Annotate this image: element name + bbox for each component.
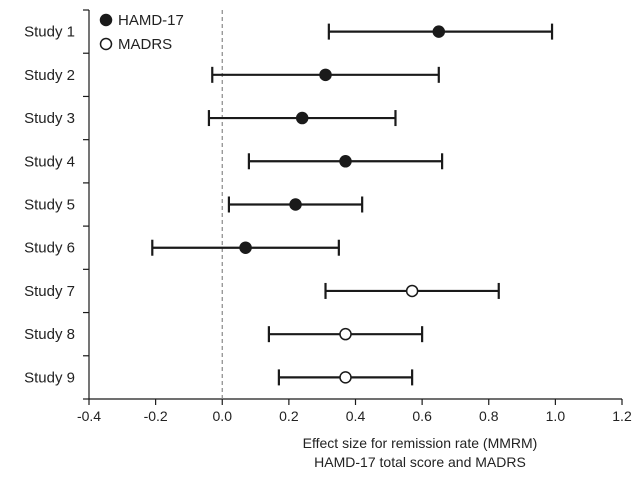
x-tick-label: 0.4 [346,408,366,424]
legend-label-madrs: MADRS [118,36,172,53]
point-estimate-hamd17 [432,25,446,38]
x-tick-label: 1.0 [546,408,566,424]
study-label: Study 7 [24,283,75,300]
study-label: Study 1 [24,24,75,41]
x-tick-label: 0.8 [479,408,499,424]
study-label: Study 2 [24,67,75,84]
point-estimate-hamd17 [289,198,302,211]
plot-area: -0.4 -0.2 0.0 0.2 0.4 0.6 0.8 1.0 1.2 Study 1 Stud… [24,9,632,424]
legend-marker-madrs [99,37,113,51]
point-estimate-hamd17 [339,155,352,168]
point-estimate-hamd17 [295,111,309,125]
point-estimate-madrs [339,371,352,384]
legend-label-hamd17: HAMD-17 [118,12,184,29]
legend: HAMD-17 MADRS [99,12,184,53]
study-label: Study 6 [24,240,75,257]
x-tick-label: 0.0 [213,408,233,424]
legend-marker-hamd17 [99,13,113,27]
x-tick-label: -0.4 [77,408,101,424]
x-tick-label: 1.2 [612,408,632,424]
point-estimate-madrs [405,284,419,298]
x-axis-label-line-2: HAMD-17 total score and MADRS [314,454,526,470]
x-tick-label: -0.2 [144,408,168,424]
study-label: Study 5 [24,197,75,214]
point-estimate-hamd17 [239,241,252,254]
point-estimate-madrs [339,327,352,341]
study-label: Study 4 [24,153,75,170]
x-tick-label: 0.2 [279,408,299,424]
study-label: Study 8 [24,326,75,343]
x-axis-label-line-1: Effect size for remission rate (MMRM) [303,435,538,451]
point-estimate-hamd17 [319,68,332,82]
study-label: Study 9 [24,369,75,386]
study-label: Study 3 [24,110,75,127]
x-tick-label: 0.6 [412,408,432,424]
